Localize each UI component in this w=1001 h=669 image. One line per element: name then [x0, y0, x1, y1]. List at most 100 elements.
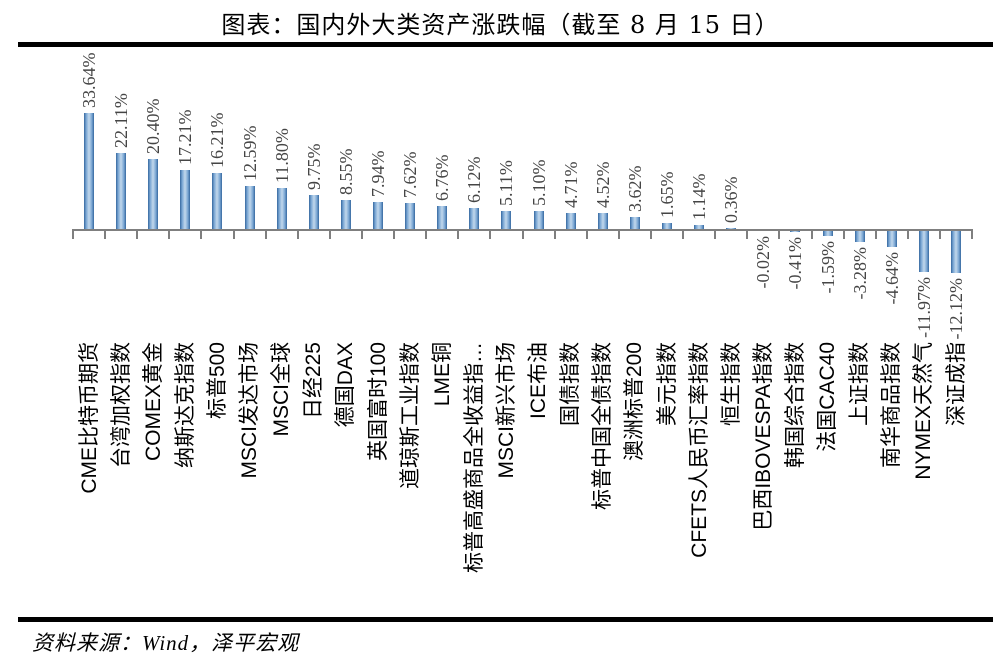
bar	[629, 216, 640, 229]
bar	[886, 231, 897, 247]
x-axis-tick	[617, 231, 620, 239]
bar-value-label: 1.14%	[689, 173, 710, 221]
bar-value-label: -1.59%	[817, 241, 838, 294]
category-label: 韩国综合指数	[783, 342, 807, 468]
bar-value-label: 20.40%	[143, 98, 164, 154]
bar	[694, 225, 705, 229]
footer-divider-rule	[18, 617, 993, 622]
bar-value-label: -0.02%	[753, 236, 774, 289]
category-label: 法国CAC40	[816, 342, 840, 452]
bar	[469, 207, 480, 229]
bar	[854, 231, 865, 243]
category-label: 道琼斯工业指数	[398, 342, 422, 489]
x-axis-tick	[296, 231, 299, 239]
bar-value-label: -11.97%	[913, 277, 934, 338]
x-axis-tick	[328, 231, 331, 239]
bar-value-label: -4.64%	[881, 251, 902, 305]
title-divider-rule	[18, 42, 993, 47]
chart-title: 图表：国内外大类资产涨跌幅（截至 8 月 15 日）	[221, 11, 780, 39]
x-axis-tick	[393, 231, 396, 239]
category-label: 标普高盛商品全收益指…	[462, 342, 486, 573]
x-axis-tick	[746, 231, 749, 239]
x-axis-tick	[842, 231, 845, 239]
x-axis-tick	[778, 231, 781, 239]
category-label: 标普500	[205, 342, 229, 420]
bar-value-label: 0.36%	[721, 176, 742, 223]
bar	[212, 173, 223, 229]
category-label: 英国富时100	[366, 342, 390, 462]
bar-value-label: 11.80%	[271, 128, 292, 184]
category-label: CME比特币期货	[77, 342, 101, 494]
bar	[340, 199, 351, 229]
category-label: ICE布油	[527, 342, 551, 420]
category-label: 澳洲标普200	[623, 342, 647, 462]
bar	[597, 213, 608, 229]
bar-value-label: 4.52%	[592, 161, 613, 209]
x-axis-tick	[810, 231, 813, 239]
bar	[437, 205, 448, 229]
category-label: CFETS人民币汇率指数	[687, 342, 711, 558]
bar	[501, 211, 512, 229]
x-axis-tick	[104, 231, 107, 239]
bar	[116, 152, 127, 229]
x-axis-tick	[682, 231, 685, 239]
x-axis-tick	[521, 231, 524, 239]
category-label: 美元指数	[655, 342, 679, 426]
category-label: 上证指数	[848, 342, 872, 426]
bar-value-label: 6.12%	[464, 156, 485, 203]
category-label: 标普中国全债指数	[591, 342, 615, 510]
x-axis-tick	[874, 231, 877, 239]
bar-value-label: -3.28%	[849, 247, 870, 300]
bar-value-label: 12.59%	[239, 125, 260, 181]
x-axis-tick	[72, 231, 74, 239]
category-label: LME铜	[430, 342, 454, 407]
bar	[244, 185, 255, 229]
bar-value-label: 1.65%	[657, 171, 678, 219]
bar	[951, 231, 962, 273]
bar-value-label: -0.41%	[785, 237, 806, 290]
category-label: 日经225	[302, 342, 326, 420]
bar-value-label: 5.10%	[528, 159, 549, 207]
category-label: 深证成指	[944, 342, 968, 426]
x-axis-tick	[649, 231, 652, 239]
bar-value-label: 4.71%	[560, 161, 581, 208]
category-label: 国债指数	[559, 342, 583, 426]
x-axis-tick	[489, 231, 492, 239]
bar-value-label: 7.94%	[368, 150, 389, 197]
bar	[822, 231, 833, 237]
bar	[308, 195, 319, 229]
x-axis-tick	[264, 231, 267, 239]
bar-value-label: 6.76%	[432, 154, 453, 201]
category-label: 南华商品指数	[880, 342, 904, 468]
x-axis-tick	[136, 231, 139, 239]
bar	[662, 223, 673, 229]
bar-value-label: 9.75%	[303, 143, 324, 191]
category-label: MSCI发达市场	[238, 342, 262, 479]
x-axis-tick	[425, 231, 428, 239]
bar	[276, 188, 287, 229]
bar-value-label: 8.55%	[335, 148, 356, 195]
bar	[565, 212, 576, 229]
bar	[790, 231, 801, 233]
category-label: 巴西IBOVESPA指数	[751, 342, 775, 531]
bar	[405, 202, 416, 229]
x-axis-tick	[232, 231, 235, 239]
x-axis-tick	[971, 231, 974, 239]
bar-value-label: 17.21%	[175, 109, 196, 165]
category-label: 恒生指数	[719, 342, 743, 426]
bar	[918, 231, 929, 273]
x-axis-tick	[938, 231, 941, 239]
category-label: 纳斯达克指数	[173, 342, 197, 468]
category-label: 德国DAX	[334, 342, 358, 428]
bar	[148, 158, 159, 229]
category-label: COMEX黄金	[141, 342, 165, 462]
x-axis-tick	[457, 231, 460, 239]
source-note: 资料来源：Wind，泽平宏观	[32, 631, 300, 655]
category-label: MSCI新兴市场	[494, 342, 518, 479]
x-axis-tick	[553, 231, 556, 239]
x-axis-tick	[585, 231, 588, 239]
bar-value-label: -12.12%	[946, 277, 967, 340]
bar-value-label: 7.62%	[400, 151, 421, 198]
category-label: MSCI全球	[270, 342, 294, 437]
